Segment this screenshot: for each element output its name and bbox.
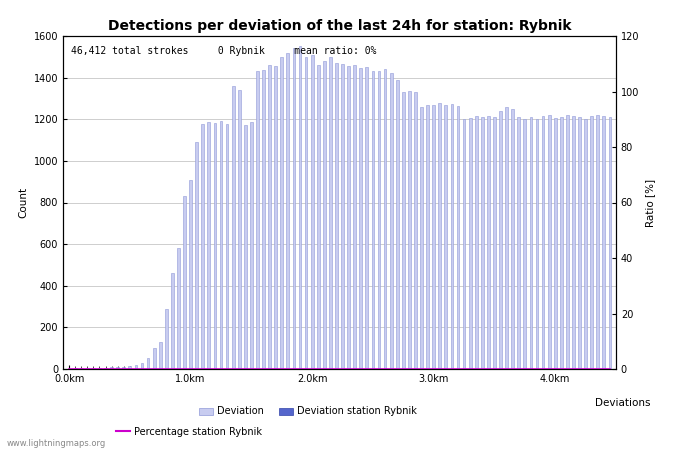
Y-axis label: Ratio [%]: Ratio [%] <box>645 179 655 226</box>
Bar <box>171 273 174 369</box>
Bar <box>499 111 502 369</box>
Bar <box>481 117 484 369</box>
Bar <box>402 92 405 369</box>
Bar <box>542 116 545 369</box>
Bar <box>341 64 344 369</box>
Bar <box>365 67 368 369</box>
Bar <box>299 46 302 369</box>
Bar <box>86 368 89 369</box>
Bar <box>122 366 125 369</box>
Text: 46,412 total strokes     0 Rybnik     mean ratio: 0%: 46,412 total strokes 0 Rybnik mean ratio… <box>71 46 377 56</box>
Bar <box>256 72 259 369</box>
Bar <box>141 363 144 369</box>
Legend: Percentage station Rybnik: Percentage station Rybnik <box>112 423 266 441</box>
Bar <box>134 365 137 369</box>
Legend: Deviation, Deviation station Rybnik: Deviation, Deviation station Rybnik <box>195 403 421 420</box>
Bar <box>584 119 587 369</box>
Bar <box>335 63 338 369</box>
Bar <box>323 61 326 369</box>
Text: Deviations: Deviations <box>596 398 651 408</box>
Bar <box>304 57 307 369</box>
Bar <box>426 105 429 369</box>
Bar <box>347 66 350 369</box>
Bar <box>433 105 435 369</box>
Bar <box>311 55 314 369</box>
Bar <box>317 65 320 369</box>
Bar <box>517 117 520 369</box>
Bar <box>560 117 563 369</box>
Bar <box>268 65 271 369</box>
Bar <box>384 69 386 369</box>
Bar <box>189 180 192 369</box>
Bar <box>469 118 472 369</box>
Bar <box>80 368 83 369</box>
Bar <box>293 49 295 369</box>
Bar <box>554 118 556 369</box>
Bar <box>220 122 223 369</box>
Bar <box>608 117 611 369</box>
Bar <box>225 125 228 369</box>
Title: Detections per deviation of the last 24h for station: Rybnik: Detections per deviation of the last 24h… <box>108 19 571 33</box>
Bar <box>408 91 411 369</box>
Bar <box>202 125 204 369</box>
Bar <box>590 116 593 369</box>
Bar <box>165 309 168 369</box>
Bar <box>98 368 101 369</box>
Bar <box>463 119 466 369</box>
Bar <box>147 358 149 369</box>
Bar <box>536 119 538 369</box>
Bar <box>505 107 508 369</box>
Bar <box>487 116 490 369</box>
Bar <box>493 117 496 369</box>
Bar <box>207 122 210 369</box>
Bar <box>238 90 241 369</box>
Bar <box>183 196 186 369</box>
Bar <box>596 115 599 369</box>
Bar <box>511 109 514 369</box>
Bar <box>232 86 235 369</box>
Bar <box>329 57 332 369</box>
Bar <box>414 92 416 369</box>
Bar <box>110 367 113 369</box>
Bar <box>475 116 477 369</box>
Bar <box>548 115 550 369</box>
Bar <box>116 367 119 369</box>
Bar <box>530 117 532 369</box>
Bar <box>92 368 94 369</box>
Bar <box>572 116 575 369</box>
Bar <box>396 80 398 369</box>
Bar <box>250 122 253 369</box>
Bar <box>377 72 380 369</box>
Bar <box>244 126 246 369</box>
Bar <box>444 105 447 369</box>
Bar <box>438 103 441 369</box>
Bar <box>177 248 180 369</box>
Bar <box>286 53 289 369</box>
Bar <box>214 123 216 369</box>
Bar <box>451 104 454 369</box>
Bar <box>159 342 162 369</box>
Bar <box>603 116 606 369</box>
Bar <box>354 65 356 369</box>
Y-axis label: Count: Count <box>18 187 28 218</box>
Bar <box>420 107 423 369</box>
Bar <box>578 117 581 369</box>
Text: www.lightningmaps.org: www.lightningmaps.org <box>7 439 106 448</box>
Bar <box>262 70 265 369</box>
Bar <box>274 66 277 369</box>
Bar <box>566 115 569 369</box>
Bar <box>372 72 375 369</box>
Bar <box>390 73 393 369</box>
Bar <box>456 106 459 369</box>
Bar <box>524 119 526 369</box>
Bar <box>195 142 198 369</box>
Bar <box>153 348 155 369</box>
Bar <box>129 366 131 369</box>
Bar <box>359 68 362 369</box>
Bar <box>104 368 107 369</box>
Bar <box>281 57 283 369</box>
